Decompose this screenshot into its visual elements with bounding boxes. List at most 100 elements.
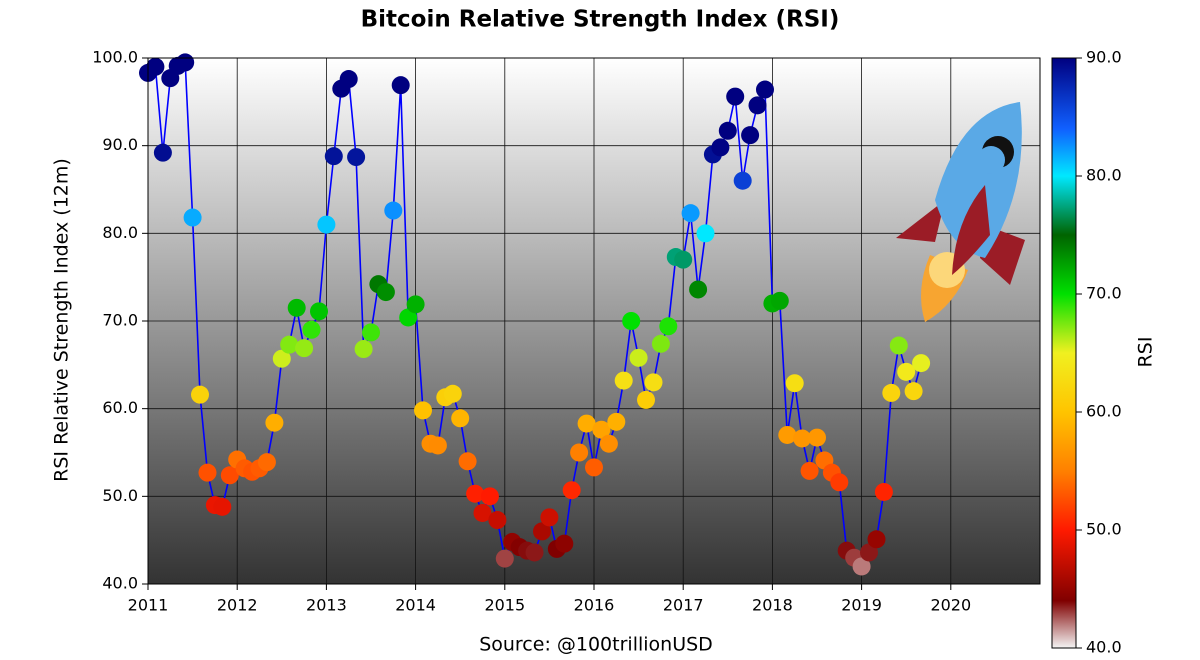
rsi-point <box>651 334 670 353</box>
colorbar-tick-label: 50.0 <box>1086 520 1122 539</box>
rsi-point <box>577 414 596 433</box>
y-tick-label: 80.0 <box>102 223 138 242</box>
rsi-point <box>191 385 210 404</box>
rsi-point <box>376 283 395 302</box>
rsi-point <box>778 425 797 444</box>
rsi-point <box>480 487 499 506</box>
rsi-point <box>257 453 276 472</box>
rsi-point <box>830 473 849 492</box>
rsi-point <box>599 434 618 453</box>
rsi-point <box>347 148 366 167</box>
rsi-point <box>718 121 737 140</box>
rsi-point <box>637 390 656 409</box>
rsi-point <box>629 348 648 367</box>
rsi-point <box>644 373 663 392</box>
source-note: Source: @100trillionUSD <box>479 634 713 656</box>
rsi-point <box>607 412 626 431</box>
rsi-point <box>339 70 358 89</box>
rsi-point <box>867 530 886 549</box>
rsi-point <box>399 308 418 327</box>
rsi-point <box>362 323 380 342</box>
rsi-point <box>882 383 901 402</box>
colorbar-tick-label: 80.0 <box>1086 166 1122 185</box>
x-tick-label: 2014 <box>395 596 436 615</box>
colorbar-tick-label: 60.0 <box>1086 402 1122 421</box>
rsi-point <box>555 534 574 553</box>
rsi-point <box>317 215 336 234</box>
rsi-point <box>391 76 410 95</box>
y-tick-label: 50.0 <box>102 486 138 505</box>
rsi-point <box>295 339 314 358</box>
rsi-point <box>384 201 403 220</box>
rsi-point <box>495 549 514 568</box>
rsi-point <box>309 302 328 321</box>
rsi-point <box>711 138 730 157</box>
rsi-point <box>406 295 425 314</box>
rsi-point <box>585 458 603 477</box>
rsi-point <box>414 401 433 420</box>
colorbar-tick-label: 70.0 <box>1086 284 1122 303</box>
rsi-point <box>466 484 485 503</box>
x-tick-label: 2018 <box>752 596 793 615</box>
rsi-point <box>726 87 745 106</box>
rsi-point <box>800 461 819 480</box>
colorbar-label: RSI <box>1135 337 1157 368</box>
rsi-point <box>562 481 581 500</box>
rsi-point <box>324 147 343 166</box>
x-tick-label: 2013 <box>306 596 347 615</box>
rsi-point <box>614 371 633 390</box>
x-tick-label: 2011 <box>128 596 169 615</box>
rsi-point <box>532 522 551 541</box>
rsi-point <box>681 204 700 223</box>
rsi-point <box>220 466 239 485</box>
rsi-point <box>741 126 760 145</box>
x-tick-label: 2016 <box>574 596 615 615</box>
rsi-point <box>213 497 232 516</box>
rsi-point <box>622 312 641 330</box>
rsi-point <box>287 298 306 317</box>
rsi-point <box>897 362 916 381</box>
rocket-icon <box>896 102 1025 322</box>
rsi-point <box>912 354 931 373</box>
x-tick-label: 2017 <box>663 596 704 615</box>
rsi-point <box>770 291 789 310</box>
rsi-point <box>146 57 165 76</box>
rsi-point <box>525 543 544 562</box>
rsi-point <box>428 436 447 455</box>
rsi-point <box>354 340 373 359</box>
rsi-point <box>689 280 708 299</box>
rsi-point <box>904 382 923 401</box>
rsi-point <box>852 557 871 576</box>
rsi-point <box>592 420 611 439</box>
y-tick-label: 90.0 <box>102 135 138 154</box>
rsi-point <box>443 384 462 403</box>
colorbar <box>1051 57 1077 649</box>
rsi-point <box>451 409 470 428</box>
chart-title: Bitcoin Relative Strength Index (RSI) <box>361 7 840 33</box>
y-tick-label: 100.0 <box>92 48 138 67</box>
x-tick-label: 2015 <box>484 596 525 615</box>
rsi-point <box>540 508 559 527</box>
rsi-point <box>176 53 195 72</box>
rsi-point <box>785 374 804 393</box>
rsi-point <box>302 320 321 339</box>
x-tick-label: 2020 <box>930 596 971 615</box>
rsi-point <box>198 463 217 482</box>
y-tick-label: 40.0 <box>102 574 138 593</box>
rsi-point <box>183 208 202 227</box>
y-tick-label: 60.0 <box>102 398 138 417</box>
rsi-point <box>748 96 767 115</box>
rsi-point <box>473 503 492 522</box>
rsi-point <box>488 511 507 530</box>
y-axis-label: RSI Relative Strength Index (12m) <box>51 158 73 482</box>
rsi-point <box>458 452 477 471</box>
rsi-point <box>889 336 908 355</box>
rsi-point <box>570 443 589 462</box>
rsi-point <box>272 349 291 368</box>
rsi-point <box>280 335 299 354</box>
rsi-point <box>153 143 172 162</box>
x-tick-label: 2012 <box>217 596 258 615</box>
rsi-point <box>874 482 893 501</box>
